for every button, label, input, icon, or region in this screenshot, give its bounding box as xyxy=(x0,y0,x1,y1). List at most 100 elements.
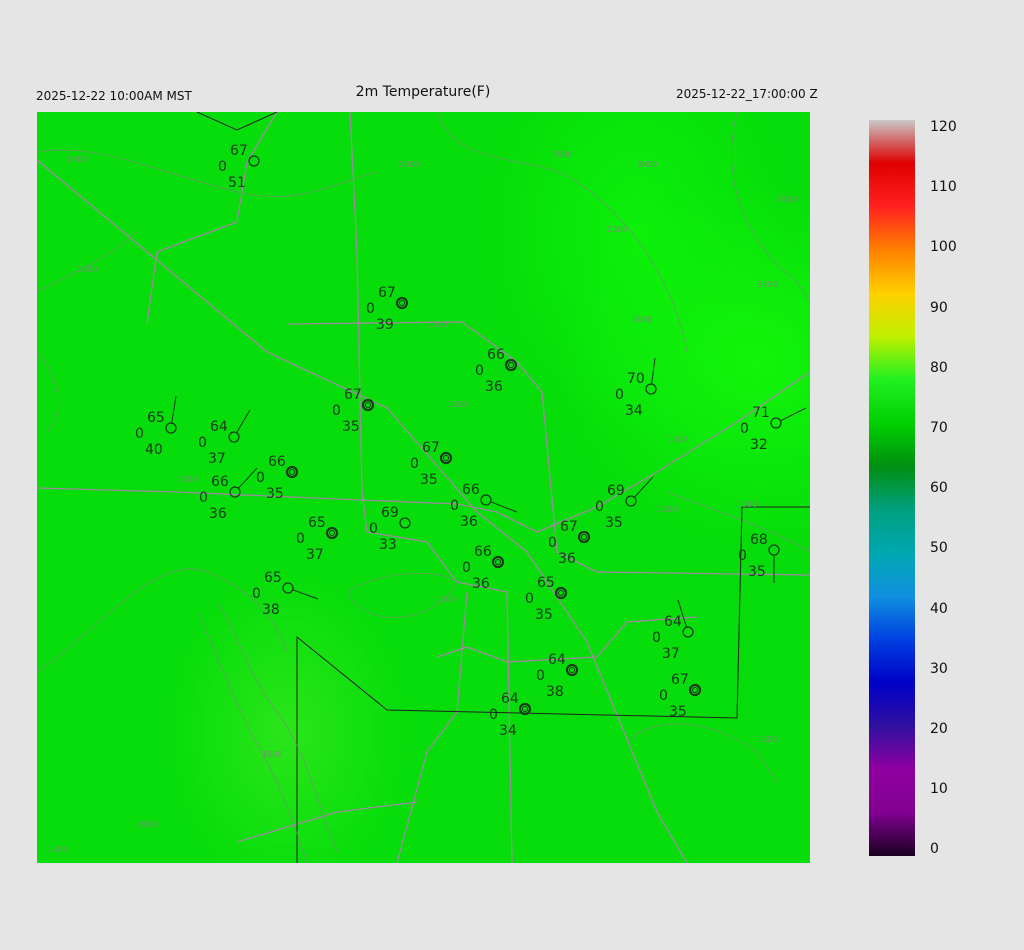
station-wind: 0 xyxy=(536,668,545,684)
station-temperature: 66 xyxy=(462,482,480,498)
county-lines xyxy=(196,112,810,863)
colorbar-label: 30 xyxy=(930,660,948,677)
colorbar-label: 80 xyxy=(930,359,948,376)
contour-label: 2500 xyxy=(607,225,627,234)
station-temperature: 67 xyxy=(671,672,689,688)
station-wind: 0 xyxy=(475,363,484,379)
station-wind: 0 xyxy=(740,421,749,437)
calm-wind-icon xyxy=(565,663,579,677)
terrain-contours xyxy=(37,112,810,863)
contour-label: 1500 xyxy=(657,505,677,514)
station-dewpoint: 51 xyxy=(228,175,246,191)
calm-wind-icon xyxy=(289,469,295,475)
colorbar-label: 40 xyxy=(930,600,948,617)
contour-label: 2000 xyxy=(67,155,87,164)
station-temperature: 67 xyxy=(560,519,578,535)
station-dewpoint: 37 xyxy=(306,547,324,563)
calm-wind-icon xyxy=(688,683,702,697)
station-temperature: 71 xyxy=(752,405,770,421)
map-title: 2m Temperature(F) xyxy=(355,84,491,100)
calm-wind-icon xyxy=(325,526,339,540)
station-circle-icon xyxy=(480,494,492,506)
station-circle-icon xyxy=(645,383,657,395)
station-wind: 0 xyxy=(652,630,661,646)
road xyxy=(146,112,278,324)
contour xyxy=(37,568,288,673)
station-dewpoint: 35 xyxy=(535,607,553,623)
contour-label: 2000 xyxy=(399,160,419,169)
station-temperature: 65 xyxy=(537,575,555,591)
station-dewpoint: 35 xyxy=(266,486,284,502)
station-wind: 0 xyxy=(252,586,261,602)
station-circle-icon xyxy=(399,517,411,529)
road xyxy=(349,112,513,863)
station-temperature: 66 xyxy=(487,347,505,363)
wind-barb-icon xyxy=(651,357,656,385)
colorbar xyxy=(869,120,915,856)
station-dewpoint: 37 xyxy=(662,646,680,662)
station-wind: 0 xyxy=(548,535,557,551)
contour-label: 1500 xyxy=(427,320,447,329)
road xyxy=(37,159,688,863)
wind-barb-icon xyxy=(780,407,807,422)
station-wind: 0 xyxy=(450,498,459,514)
station-circle-icon xyxy=(282,582,294,594)
road xyxy=(396,591,468,863)
station-wind: 0 xyxy=(296,531,305,547)
contour xyxy=(626,723,778,783)
colorbar-label: 10 xyxy=(930,781,948,798)
county-line xyxy=(196,112,278,131)
valid-time: 2025-12-22_17:00:00 Z xyxy=(676,87,818,101)
contour-label: 1000 xyxy=(177,475,197,484)
calm-wind-icon xyxy=(399,300,405,306)
calm-wind-icon xyxy=(329,530,335,536)
contour-label: 1500 xyxy=(262,750,282,759)
calm-wind-icon xyxy=(365,402,371,408)
station-wind: 0 xyxy=(738,548,747,564)
station-circle-icon xyxy=(228,431,240,443)
station-dewpoint: 34 xyxy=(499,723,517,739)
calm-wind-icon xyxy=(569,667,575,673)
contour xyxy=(666,491,810,553)
calm-wind-icon xyxy=(504,358,518,372)
station-temperature: 65 xyxy=(308,515,326,531)
colorbar-label: 90 xyxy=(930,299,948,316)
station-temperature: 66 xyxy=(268,454,286,470)
road xyxy=(236,801,418,843)
station-wind: 0 xyxy=(489,707,498,723)
map-overlay: 2000200035003000350025002000350015001500… xyxy=(37,112,810,863)
contour-label: 2000 xyxy=(137,820,157,829)
contour xyxy=(346,572,458,618)
contour-label: 1500 xyxy=(47,845,67,854)
contour-labels: 2000200035003000350025002000350015001500… xyxy=(47,150,797,854)
calm-wind-icon xyxy=(692,687,698,693)
station-dewpoint: 36 xyxy=(460,514,478,530)
calm-wind-icon xyxy=(581,534,587,540)
station-temperature: 64 xyxy=(548,652,566,668)
calm-wind-icon xyxy=(361,398,375,412)
